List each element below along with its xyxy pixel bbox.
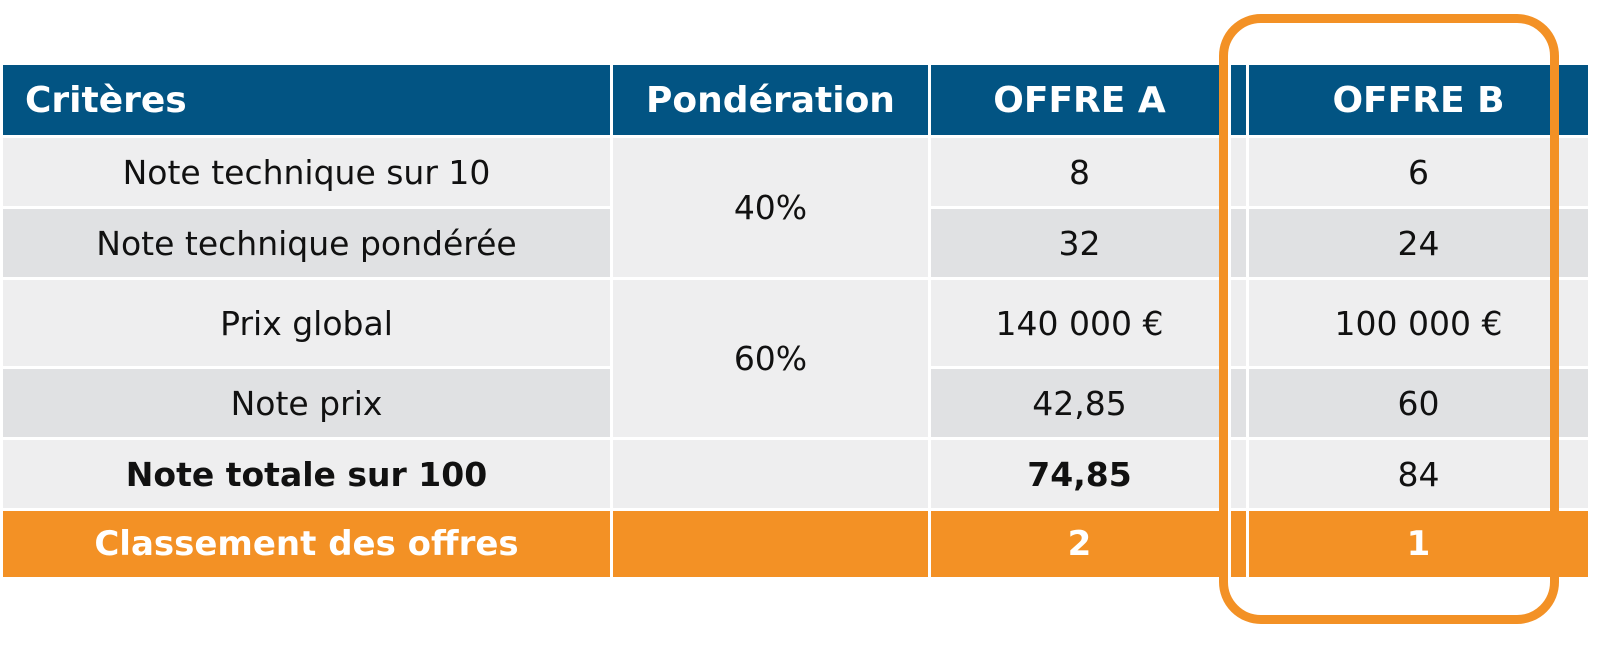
row-label: Note prix bbox=[0, 366, 613, 440]
header-weighting: Pondération bbox=[610, 62, 931, 138]
offer-b-value: 24 bbox=[1246, 206, 1591, 280]
spacer-cell bbox=[1228, 508, 1249, 580]
table-row: Prix global 60% 140 000 € 100 000 € bbox=[0, 277, 1591, 440]
header-spacer bbox=[1228, 62, 1249, 138]
table-row: Note prix 42,85 60 bbox=[0, 366, 1591, 440]
offer-a-value: 32 bbox=[928, 206, 1231, 280]
offer-b-value: 60 bbox=[1246, 366, 1591, 440]
offer-a-rank: 2 bbox=[928, 508, 1231, 580]
table-row: Note technique sur 10 40% 8 6 bbox=[0, 135, 1591, 280]
table-header-row: Critères Pondération OFFRE A OFFRE B bbox=[0, 62, 1591, 138]
offers-comparison-table: Critères Pondération OFFRE A OFFRE B Not… bbox=[0, 62, 1591, 580]
spacer-cell bbox=[1228, 366, 1249, 440]
offer-b-rank: 1 bbox=[1246, 508, 1591, 580]
row-label: Note technique pondérée bbox=[0, 206, 613, 280]
header-offer-a: OFFRE A bbox=[928, 62, 1231, 138]
row-label: Prix global bbox=[0, 277, 613, 369]
header-criteria: Critères bbox=[0, 62, 613, 138]
table-row: Note technique pondérée 32 24 bbox=[0, 206, 1591, 280]
offer-a-value: 42,85 bbox=[928, 366, 1231, 440]
weight-price: 60% bbox=[610, 277, 931, 440]
offer-b-value: 100 000 € bbox=[1246, 277, 1591, 369]
spacer-cell bbox=[1228, 206, 1249, 280]
weight-empty-cell bbox=[610, 437, 931, 511]
header-offer-b: OFFRE B bbox=[1246, 62, 1591, 138]
table-row: Note totale sur 100 74,85 84 bbox=[0, 437, 1591, 511]
row-label: Note technique sur 10 bbox=[0, 135, 613, 209]
offer-b-total: 84 bbox=[1246, 437, 1591, 511]
weight-empty-cell bbox=[610, 508, 931, 580]
row-label: Classement des offres bbox=[0, 508, 613, 580]
offer-a-value: 8 bbox=[928, 135, 1231, 209]
row-label: Note totale sur 100 bbox=[0, 437, 613, 511]
offer-b-value: 6 bbox=[1246, 135, 1591, 209]
offer-a-total: 74,85 bbox=[928, 437, 1231, 511]
spacer-cell bbox=[1228, 135, 1249, 209]
offer-a-value: 140 000 € bbox=[928, 277, 1231, 369]
weight-technical: 40% bbox=[610, 135, 931, 280]
spacer-cell bbox=[1228, 277, 1249, 369]
ranking-row: Classement des offres 2 1 bbox=[0, 508, 1591, 580]
spacer-cell bbox=[1228, 437, 1249, 511]
